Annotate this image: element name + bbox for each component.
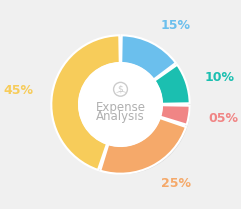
Text: 10%: 10% xyxy=(205,71,235,84)
Circle shape xyxy=(55,40,190,174)
Text: Expense: Expense xyxy=(95,101,146,114)
Text: $: $ xyxy=(118,85,123,94)
Wedge shape xyxy=(154,65,190,104)
Text: 05%: 05% xyxy=(208,112,238,125)
Circle shape xyxy=(79,63,162,146)
Text: 45%: 45% xyxy=(3,84,33,97)
Text: 15%: 15% xyxy=(161,19,191,32)
Wedge shape xyxy=(160,105,190,125)
Text: 25%: 25% xyxy=(161,177,191,190)
Text: Analysis: Analysis xyxy=(96,111,145,124)
Text: ⁀: ⁀ xyxy=(116,93,125,103)
Wedge shape xyxy=(121,35,176,79)
Wedge shape xyxy=(100,118,186,174)
Wedge shape xyxy=(51,35,120,170)
Circle shape xyxy=(53,37,188,172)
